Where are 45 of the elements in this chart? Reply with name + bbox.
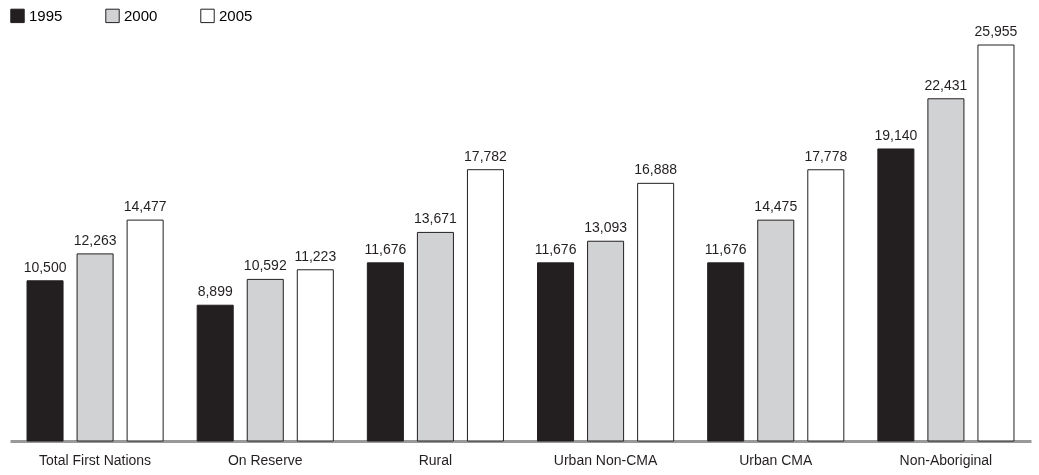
bar	[296, 269, 334, 442]
data-label: 14,475	[754, 198, 798, 215]
bar	[587, 240, 625, 442]
data-label: 19,140	[874, 126, 918, 143]
bar	[126, 219, 164, 442]
bar	[927, 98, 965, 442]
data-label: 8,899	[197, 283, 233, 300]
bar	[26, 280, 64, 442]
bar	[466, 169, 504, 442]
data-label: 10,592	[243, 257, 287, 274]
data-label: 10,500	[23, 258, 67, 275]
bar	[416, 231, 454, 442]
bar	[537, 262, 575, 442]
data-label: 12,263	[73, 231, 117, 248]
bar	[977, 44, 1015, 442]
data-label: 16,888	[634, 161, 678, 178]
legend-label: 2000	[124, 6, 158, 24]
x-tick-label: On Reserve	[227, 451, 303, 468]
data-label: 22,431	[924, 76, 968, 93]
data-label: 17,782	[464, 147, 508, 164]
legend-label: 2005	[219, 6, 253, 24]
bar	[877, 148, 915, 442]
x-tick-label: Urban CMA	[739, 451, 813, 468]
bar	[757, 219, 795, 442]
data-label: 11,676	[534, 240, 577, 257]
bar	[246, 278, 284, 442]
x-tick-label: Urban Non-CMA	[553, 451, 658, 468]
x-tick-label: Rural	[418, 451, 453, 468]
bar	[807, 169, 845, 442]
x-tick-label: Non-Aboriginal	[899, 451, 993, 468]
bar	[366, 262, 404, 442]
bar	[76, 253, 114, 442]
data-label: 17,778	[804, 147, 848, 164]
x-tick-label: Total First Nations	[39, 451, 152, 468]
data-label: 13,093	[584, 219, 628, 236]
legend-label: 1995	[29, 6, 63, 24]
bar	[637, 182, 675, 442]
data-label: 11,676	[704, 240, 747, 257]
data-label: 13,671	[414, 210, 458, 227]
data-label: 25,955	[974, 23, 1018, 39]
data-label: 11,676	[364, 240, 407, 257]
bar	[196, 304, 234, 442]
bar	[707, 262, 745, 442]
data-label: 11,223	[294, 247, 337, 264]
data-label: 14,477	[123, 198, 167, 215]
